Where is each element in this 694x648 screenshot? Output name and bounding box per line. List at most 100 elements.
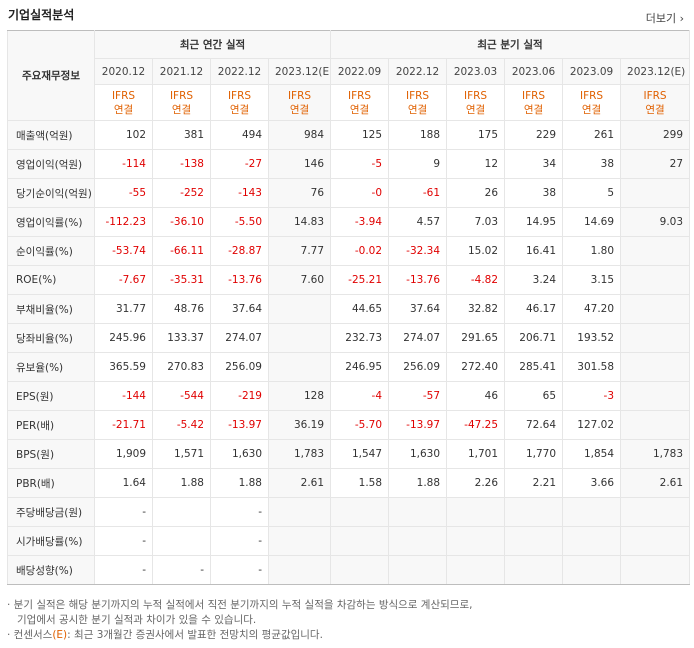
table-cell: -32.34 [388,236,448,266]
table-cell: 1.88 [210,468,269,498]
basis-consolidated: 연결 [465,103,486,116]
table-cell: 3.24 [504,265,564,295]
row-label: 당좌비율(%) [7,323,95,353]
table-cell: 72.64 [504,410,564,440]
basis-ifrs: IFRS [347,89,372,102]
table-cell [620,381,691,411]
more-link[interactable]: 더보기 › [645,12,684,25]
table-row: BPS(원) 1,909 1,571 1,630 1,783 1,547 1,630 1,70… [7,439,691,469]
table-cell: 232.73 [330,323,390,353]
table-row: 당기순이익(억원) -55 -252 -143 76 -0 -61 26 38 5 [7,178,691,208]
table-cell: -0 [330,178,390,208]
table-cell: -544 [152,381,211,411]
table-cell: -5.70 [330,410,390,440]
table-cell: 4.57 [388,207,448,237]
table-cell [620,410,691,440]
table-cell [620,294,691,324]
table-cell: -28.87 [210,236,269,266]
table-cell: 2.21 [504,468,564,498]
table-cell: -66.11 [152,236,211,266]
basis-ifrs: IFRS [463,89,488,102]
table-cell: 127.02 [562,410,622,440]
table-cell: 65 [504,381,564,411]
period-header: 2020.12 [94,58,153,85]
table-cell: 48.76 [152,294,211,324]
table-cell: 1.58 [330,468,390,498]
table-cell: 125 [330,120,390,150]
accounting-basis: IFRS 연결 [210,84,269,121]
table-cell: 291.65 [446,323,506,353]
basis-ifrs: IFRS [169,89,194,102]
note-line: · 분기 실적은 해당 분기까지의 누적 실적에서 직전 분기까지의 누적 실적… [7,599,473,611]
accounting-basis: IFRS 연결 [152,84,211,121]
table-cell [620,236,691,266]
table-cell: 14.69 [562,207,622,237]
accounting-basis: IFRS 연결 [388,84,448,121]
table-cell: 38 [562,149,622,179]
table-cell: 381 [152,120,211,150]
basis-ifrs: IFRS [521,89,546,102]
table-cell: 245.96 [94,323,153,353]
table-cell: -35.31 [152,265,211,295]
basis-consolidated: 연결 [349,103,370,116]
basis-ifrs: IFRS [287,89,312,102]
table-cell: 5 [562,178,622,208]
row-label: 매출액(억원) [7,120,95,150]
table-cell: 3.66 [562,468,622,498]
row-label: 주당배당금(원) [7,497,95,527]
table-cell: 37.64 [388,294,448,324]
table-cell: 984 [267,120,332,150]
table-cell: 133.37 [152,323,211,353]
period-header: 2023.09 [562,58,622,85]
table-cell: -7.67 [94,265,153,295]
table-cell: 2.61 [267,468,332,498]
accounting-basis: IFRS 연결 [267,84,332,121]
table-cell: -27 [210,149,269,179]
row-label: 유보율(%) [7,352,95,382]
basis-consolidated: 연결 [581,103,602,116]
table-cell: 9.03 [620,207,691,237]
note-line: 기업에서 공시한 분기 실적과 차이가 있을 수 있습니다. [17,614,257,626]
table-row: 주당배당금(원) - - [7,497,691,527]
accounting-basis: IFRS 연결 [94,84,153,121]
table-cell [620,178,691,208]
period-header-row: 2020.12 2021.12 2022.12 2023.12(E) 2022.09 20… [8,58,691,85]
basis-consolidated: 연결 [171,103,192,116]
table-row: ROE(%) -7.67 -35.31 -13.76 7.60 -25.21 -13.76-… [7,265,691,295]
table-cell: 27 [620,149,691,179]
table-cell: -0.02 [330,236,390,266]
basis-header-row: IFRS 연결 IFRS 연결 IFRS 연결 IFRS 연결 IFRS 연결 IFRS 연결 IFRS… [8,84,691,121]
table-row: 당좌비율(%) 245.96 133.37 274.07 232.73 274.07 291… [7,323,691,353]
basis-consolidated: 연결 [523,103,544,116]
table-cell: 1,854 [562,439,622,469]
table-cell: 494 [210,120,269,150]
table-cell [388,526,448,556]
table-cell: 34 [504,149,564,179]
table-cell: 1,770 [504,439,564,469]
table-cell: -138 [152,149,211,179]
table-cell: 270.83 [152,352,211,382]
table-cell: 12 [446,149,506,179]
table-cell: -143 [210,178,269,208]
table-cell: 7.60 [267,265,332,295]
row-label: 시가배당률(%) [7,526,95,556]
period-header: 2022.12 [388,58,448,85]
table-cell: 193.52 [562,323,622,353]
row-label: 영업이익률(%) [7,207,95,237]
group-header-row: 주요재무정보 최근 연간 실적 최근 분기 실적 [7,30,691,121]
table-cell: 76 [267,178,332,208]
basis-ifrs: IFRS [579,89,604,102]
table-cell [388,497,448,527]
table-cell [620,265,691,295]
basis-consolidated: 연결 [407,103,428,116]
table-cell: - [210,497,269,527]
table-cell [446,497,506,527]
table-cell: - [94,497,153,527]
corner-header: 주요재무정보 [7,30,95,121]
table-row: 매출액(억원) 102 381 494 984 125 188 175 229 261 299 [7,120,691,150]
table-row: 유보율(%) 365.59 270.83 256.09 246.95 256.09 272.… [7,352,691,382]
table-cell: -4.82 [446,265,506,295]
period-header: 2022.09 [330,58,390,85]
table-cell [620,497,691,527]
table-cell: 15.02 [446,236,506,266]
